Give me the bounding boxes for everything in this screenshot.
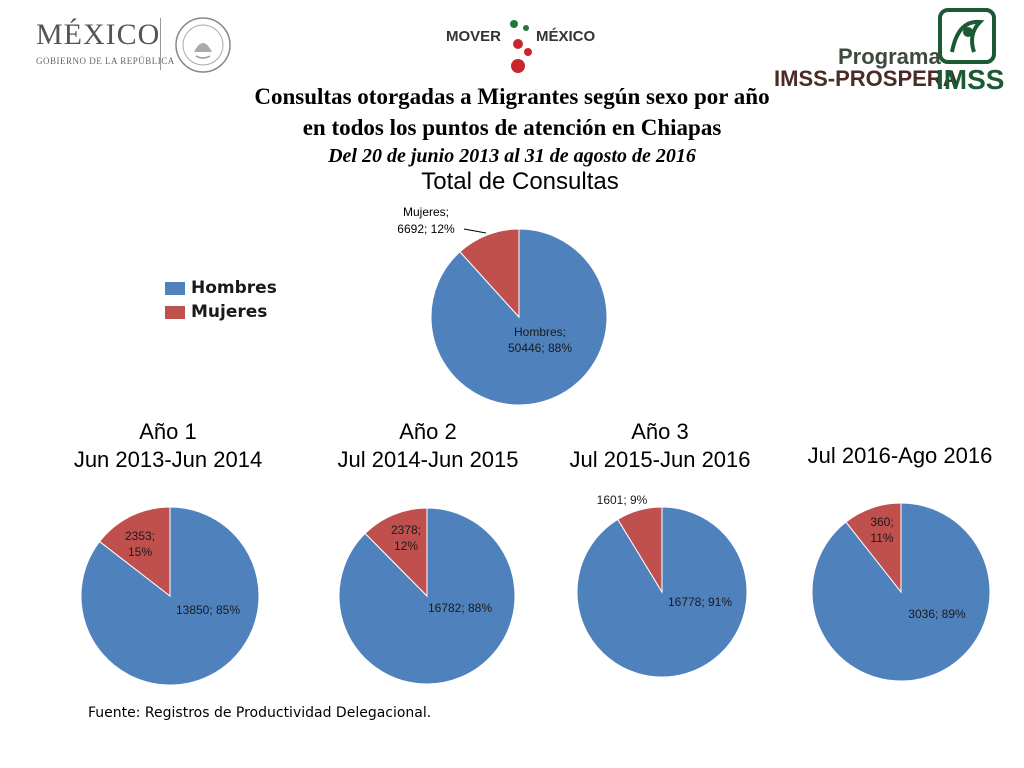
pie-chart-period4: 3036; 89% 360; 11%: [811, 502, 991, 682]
mover-dots-icon: [510, 20, 532, 73]
pie3-title: Año 3: [631, 419, 689, 444]
legend-item-mujeres: Mujeres: [165, 300, 277, 324]
year2-label-hombres-1: 16782; 88%: [428, 601, 492, 615]
pie1-subtitle: Jun 2013-Jun 2014: [73, 447, 263, 472]
gov-logo-word: MÉXICO: [36, 18, 161, 51]
pie-chart-year1: 13850; 85% 2353; 15%: [80, 506, 260, 686]
year3-slice-mujeres: [617, 506, 663, 594]
page-title-line2: en todos los puntos de atención en Chiap…: [302, 115, 722, 140]
pie-chart-year2: 16782; 88% 2378; 12%: [338, 507, 516, 685]
year2-label-mujeres-1: 2378;: [391, 523, 421, 537]
pie-chart-total: Hombres; 50446; 88%: [430, 228, 608, 406]
gov-logo-subtitle: GOBIERNO DE LA REPÚBLICA: [36, 56, 175, 66]
imss-emblem-icon: [938, 8, 996, 64]
pie2-subtitle: Jul 2014-Jun 2015: [337, 447, 519, 472]
page-title-line1: Consultas otorgadas a Migrantes según se…: [254, 84, 770, 109]
source-note: Fuente: Registros de Productividad Deleg…: [88, 705, 432, 721]
total-mujeres-label-line1: Mujeres;: [403, 205, 449, 219]
total-slice-mujeres: [459, 228, 520, 319]
period4-label-mujeres-2: 11%: [870, 531, 893, 545]
total-mujeres-label-line2: 6692; 12%: [397, 222, 455, 236]
pie3-title-block: Año 3 Jul 2015-Jun 2016: [530, 418, 790, 474]
year1-label-mujeres-1: 2353;: [125, 529, 155, 543]
year2-label-mujeres-2: 12%: [394, 539, 418, 553]
national-seal-icon: [175, 17, 231, 73]
page-subtitle: Del 20 de junio 2013 al 31 de agosto de …: [328, 145, 696, 167]
imss-logo-programa: Programa: [838, 44, 941, 69]
year1-slice-mujeres: [98, 506, 171, 598]
year3-label-hombres-1: 16778; 91%: [668, 595, 732, 609]
year1-label-hombres-1: 13850; 85%: [176, 603, 240, 617]
period4-label-hombres-1: 3036; 89%: [908, 607, 966, 621]
legend-label-hombres: Hombres: [191, 278, 277, 298]
pie1-title: Año 1: [139, 419, 197, 444]
total-label-hombres-1: Hombres;: [514, 325, 566, 339]
total-chart-title: Total de Consultas: [421, 168, 619, 195]
total-mujeres-label-group: Mujeres; 6692; 12%: [397, 205, 487, 236]
logo-divider: [160, 18, 161, 70]
period4-label-mujeres-1: 360;: [870, 515, 893, 529]
legend-item-hombres: Hombres: [165, 276, 277, 300]
imss-logo-prospera: IMSS-PROSPERA: [774, 66, 959, 91]
chart-legend: Hombres Mujeres: [165, 276, 277, 324]
pie4-subtitle: Jul 2016-Ago 2016: [807, 443, 993, 468]
imss-prospera-logo: Programa IMSS-PROSPERA IMSS: [770, 6, 1010, 96]
pie4-title-block: Jul 2016-Ago 2016: [770, 442, 1024, 470]
pie2-title-block: Año 2 Jul 2014-Jun 2015: [298, 418, 558, 474]
pie1-title-block: Año 1 Jun 2013-Jun 2014: [38, 418, 298, 474]
period4-slice-mujeres: [845, 502, 902, 594]
legend-swatch-hombres: [165, 281, 185, 295]
mover-mexico-logo: MOVER MÉXICO: [440, 16, 610, 76]
total-mujeres-leader-line: [463, 228, 487, 234]
legend-swatch-mujeres: [165, 305, 185, 319]
pie3-subtitle: Jul 2015-Jun 2016: [569, 447, 751, 472]
pie2-title: Año 2: [399, 419, 457, 444]
total-label-hombres-2: 50446; 88%: [508, 341, 572, 355]
imss-logo-word: IMSS: [936, 64, 1005, 95]
year3-label-mujeres-1: 1601; 9%: [597, 493, 648, 507]
pie-chart-year3: 16778; 91% 1601; 9%: [576, 493, 748, 678]
mover-logo-right: MÉXICO: [536, 28, 596, 45]
mover-logo-left: MOVER: [446, 28, 502, 45]
year1-label-mujeres-2: 15%: [128, 545, 152, 559]
gobierno-mexico-logo: MÉXICO GOBIERNO DE LA REPÚBLICA: [28, 14, 248, 74]
year2-slice-mujeres: [364, 507, 428, 598]
legend-label-mujeres: Mujeres: [191, 302, 268, 322]
